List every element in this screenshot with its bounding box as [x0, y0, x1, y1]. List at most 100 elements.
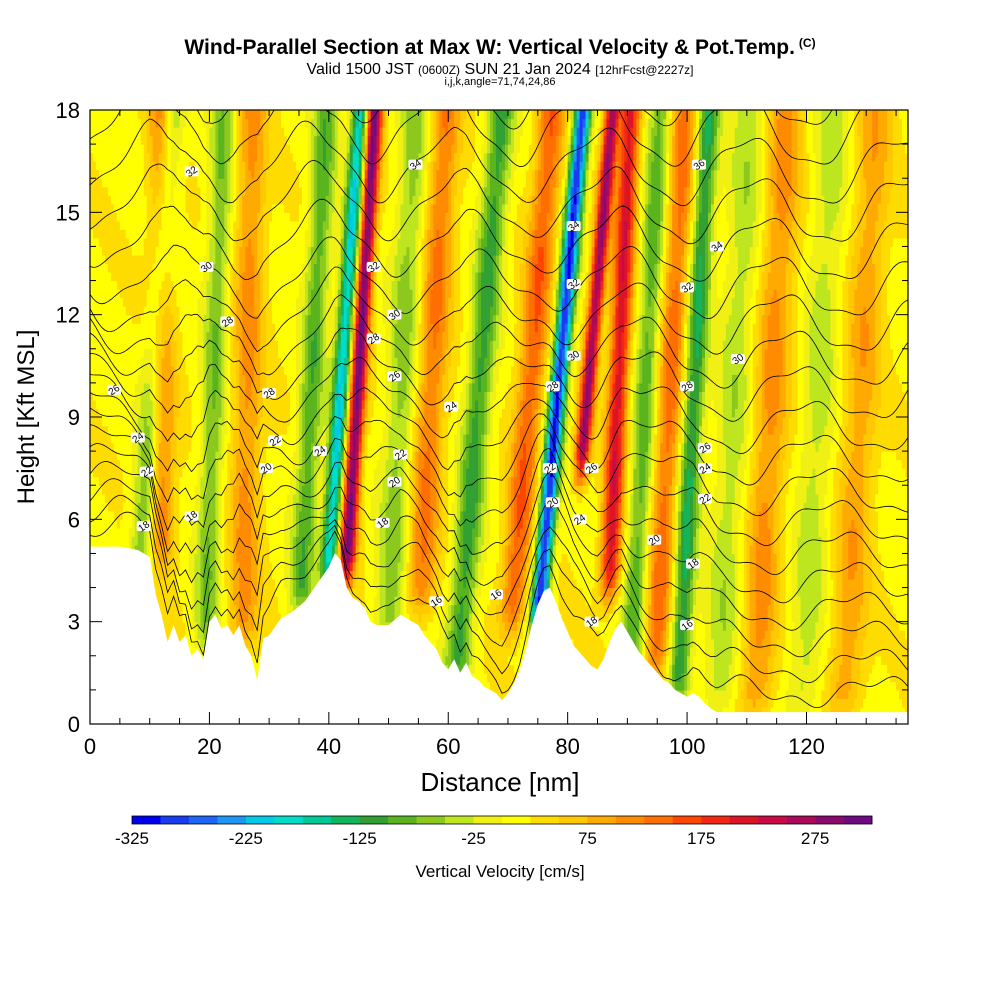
velocity-cell — [101, 135, 106, 145]
velocity-cell — [104, 186, 109, 196]
velocity-cell — [122, 203, 127, 213]
velocity-cell — [182, 110, 187, 120]
velocity-cell — [90, 161, 94, 171]
velocity-cell — [140, 544, 145, 555]
velocity-cell — [155, 331, 160, 341]
velocity-cell — [128, 459, 133, 469]
velocity-cell — [143, 425, 148, 435]
velocity-cell — [146, 485, 151, 495]
velocity-cell — [107, 468, 112, 478]
velocity-cell — [161, 254, 166, 265]
velocity-cell — [149, 203, 154, 213]
velocity-cell — [90, 536, 94, 546]
velocity-cell — [92, 527, 97, 537]
velocity-cell — [164, 212, 169, 222]
velocity-cell — [125, 203, 130, 213]
velocity-cell — [152, 570, 157, 580]
velocity-cell — [170, 613, 175, 623]
velocity-cell — [140, 306, 145, 316]
velocity-cell — [176, 613, 181, 623]
velocity-cell — [134, 220, 139, 230]
velocity-cell — [170, 587, 175, 597]
velocity-cell — [158, 468, 163, 478]
velocity-cell — [155, 169, 160, 179]
velocity-cell — [140, 374, 145, 384]
velocity-cell — [125, 297, 130, 307]
velocity-cell — [92, 468, 97, 478]
velocity-cell — [90, 357, 94, 367]
velocity-cell — [107, 451, 112, 461]
velocity-cell — [137, 476, 142, 486]
velocity-cell — [167, 519, 172, 529]
velocity-cell — [101, 220, 106, 230]
velocity-cell — [104, 459, 109, 469]
velocity-cell — [137, 527, 142, 537]
velocity-cell — [92, 118, 97, 128]
velocity-cell — [125, 442, 130, 452]
velocity-cell — [155, 408, 160, 418]
velocity-cell — [125, 323, 130, 333]
velocity-cell — [98, 203, 103, 213]
velocity-cell — [155, 553, 160, 563]
velocity-cell — [158, 408, 163, 418]
velocity-cell — [176, 237, 181, 248]
velocity-cell — [107, 135, 112, 145]
velocity-cell — [110, 263, 115, 273]
velocity-cell — [128, 408, 133, 418]
velocity-cell — [137, 459, 142, 469]
velocity-cell — [125, 519, 130, 529]
velocity-cell — [92, 203, 97, 213]
velocity-cell — [146, 212, 151, 222]
velocity-cell — [176, 229, 181, 239]
velocity-cell — [173, 314, 178, 324]
velocity-cell — [104, 493, 109, 503]
velocity-cell — [170, 527, 175, 537]
velocity-cell — [176, 306, 181, 316]
velocity-cell — [164, 621, 169, 631]
velocity-cell — [107, 144, 112, 154]
velocity-cell — [125, 229, 130, 239]
velocity-cell — [119, 408, 124, 418]
velocity-cell — [140, 442, 145, 452]
velocity-cell — [149, 459, 154, 469]
velocity-cell — [131, 186, 136, 196]
velocity-cell — [152, 203, 157, 213]
velocity-cell — [104, 144, 109, 154]
velocity-cell — [185, 178, 190, 188]
velocity-cell — [116, 178, 121, 188]
velocity-cell — [161, 306, 166, 316]
velocity-cell — [149, 220, 154, 230]
velocity-cell — [179, 365, 184, 375]
velocity-cell — [131, 451, 136, 461]
velocity-cell — [167, 365, 172, 375]
velocity-cell — [101, 442, 106, 452]
velocity-cell — [173, 357, 178, 367]
velocity-cell — [119, 229, 124, 239]
velocity-cell — [164, 297, 169, 307]
velocity-cell — [149, 553, 154, 563]
velocity-cell — [113, 485, 118, 495]
velocity-cell — [98, 468, 103, 478]
velocity-cell — [143, 485, 148, 495]
velocity-cell — [164, 254, 169, 265]
velocity-cell — [164, 161, 169, 171]
velocity-cell — [119, 272, 124, 282]
velocity-cell — [158, 314, 163, 324]
velocity-cell — [101, 502, 106, 512]
velocity-cell — [164, 442, 169, 452]
velocity-cell — [146, 536, 151, 546]
velocity-cell — [155, 476, 160, 486]
velocity-cell — [134, 374, 139, 384]
velocity-cell — [134, 331, 139, 341]
velocity-cell — [90, 340, 94, 350]
velocity-cell — [167, 621, 172, 631]
velocity-cell — [179, 212, 184, 222]
velocity-cell — [95, 399, 100, 410]
velocity-cell — [125, 144, 130, 154]
velocity-cell — [95, 331, 100, 341]
velocity-cell — [173, 289, 178, 299]
velocity-cell — [173, 169, 178, 179]
velocity-cell — [185, 596, 190, 606]
velocity-cell — [95, 144, 100, 154]
velocity-cell — [116, 357, 121, 367]
